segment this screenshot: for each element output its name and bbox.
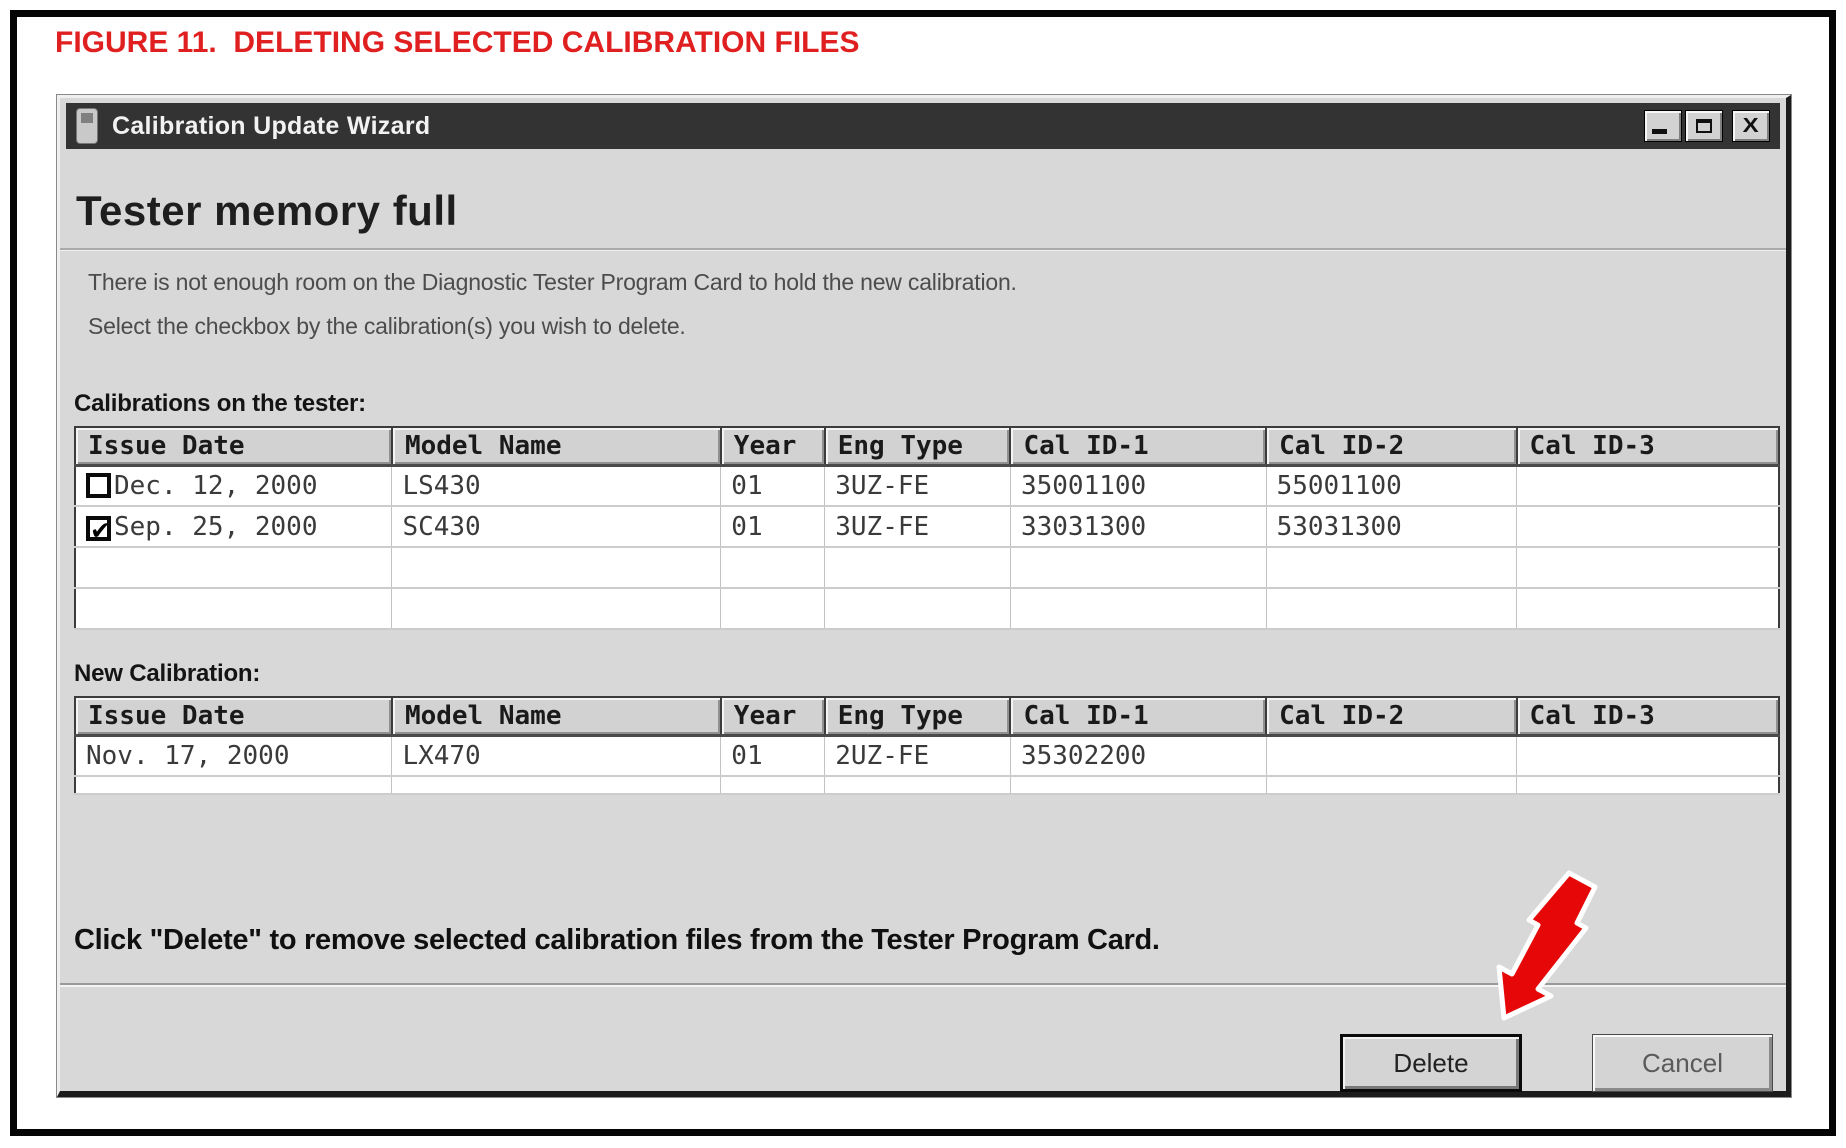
empty-row [75, 547, 1780, 589]
empty-cell [824, 776, 1011, 795]
cell: 35302200 [1010, 735, 1267, 777]
cell: SC430 [391, 506, 722, 548]
close-button[interactable]: X [1732, 110, 1770, 142]
description-line-1: There is not enough room on the Diagnost… [88, 269, 1017, 295]
empty-cell [75, 776, 393, 795]
cell: 55001100 [1266, 465, 1518, 507]
table-row: Dec. 12, 2000 LS430 01 3UZ-FE 35001100 550011… [75, 465, 1780, 507]
empty-cell [75, 547, 393, 589]
window-controls: X [1641, 110, 1770, 142]
cell: Dec. 12, 2000 [75, 465, 393, 507]
cell [1516, 506, 1780, 548]
cell: Nov. 17, 2000 [75, 735, 393, 777]
empty-row [75, 776, 1780, 795]
empty-cell [720, 776, 826, 795]
column-header[interactable]: Cal ID-2 [1266, 697, 1518, 737]
calibration-update-wizard-dialog: Calibration Update Wizard X Tester memor… [56, 94, 1792, 1098]
column-header[interactable]: Cal ID-3 [1516, 427, 1781, 467]
heading-divider [60, 248, 1786, 251]
maximize-button[interactable] [1685, 110, 1723, 142]
empty-cell [1516, 776, 1780, 795]
cell: 3UZ-FE [824, 465, 1011, 507]
empty-cell [824, 547, 1011, 589]
cancel-button[interactable]: Cancel [1592, 1034, 1773, 1092]
instruction-text: Click "Delete" to remove selected calibr… [74, 924, 1160, 956]
column-header[interactable]: Eng Type [824, 697, 1012, 737]
figure-caption: FIGURE 11. DELETING SELECTED CALIBRATION… [55, 26, 860, 59]
empty-cell [75, 588, 393, 630]
delete-button[interactable]: Delete [1340, 1034, 1522, 1092]
minimize-button[interactable] [1644, 110, 1682, 142]
cell: LS430 [391, 465, 722, 507]
window-title: Calibration Update Wizard [112, 111, 431, 140]
column-header[interactable]: Issue Date [75, 427, 393, 467]
header-row: Issue Date Model Name Year Eng Type Cal ID-1… [75, 427, 1781, 467]
button-area-divider [60, 983, 1786, 987]
column-header[interactable]: Cal ID-1 [1010, 697, 1268, 737]
empty-cell [391, 588, 722, 630]
column-header[interactable]: Cal ID-1 [1010, 427, 1268, 467]
cell: 01 [720, 735, 826, 777]
empty-cell [1010, 776, 1267, 795]
column-header[interactable]: Year [720, 697, 826, 737]
empty-cell [720, 588, 826, 630]
row-checkbox-unchecked[interactable] [86, 472, 111, 498]
column-header[interactable]: Cal ID-3 [1516, 697, 1781, 737]
column-header[interactable]: Issue Date [75, 697, 393, 737]
empty-cell [1010, 547, 1267, 589]
empty-cell [824, 588, 1011, 630]
column-header[interactable]: Eng Type [824, 427, 1012, 467]
new-calibration-label: New Calibration: [74, 660, 261, 687]
column-header[interactable]: Year [720, 427, 826, 467]
cell: 33031300 [1010, 506, 1267, 548]
cell: 01 [720, 465, 826, 507]
empty-cell [1010, 588, 1267, 630]
empty-cell [1266, 547, 1518, 589]
column-header[interactable]: Model Name [391, 427, 722, 467]
row-checkbox-checked[interactable]: ✔ [86, 515, 111, 543]
cell: ✔ Sep. 25, 2000 [75, 506, 393, 548]
empty-cell [391, 547, 722, 589]
cell [1516, 465, 1780, 507]
tester-device-icon [76, 108, 98, 144]
cell [1266, 735, 1518, 777]
column-header[interactable]: Cal ID-2 [1266, 427, 1518, 467]
cell [1516, 735, 1780, 777]
empty-cell [1516, 588, 1780, 630]
cell: 01 [720, 506, 826, 548]
empty-row [75, 588, 1780, 630]
cell: 35001100 [1010, 465, 1267, 507]
empty-cell [1516, 547, 1780, 589]
table-row: ✔ Sep. 25, 2000 SC430 01 3UZ-FE 33031300 53031… [75, 506, 1780, 548]
column-header[interactable]: Model Name [391, 697, 722, 737]
tester-calibrations-table: Issue Date Model Name Year Eng Type Cal ID-1… [74, 426, 1781, 630]
new-calibration-table: Issue Date Model Name Year Eng Type Cal ID-1… [74, 696, 1781, 795]
empty-cell [1266, 588, 1518, 630]
cell: 3UZ-FE [824, 506, 1011, 548]
maximize-icon [1696, 119, 1712, 133]
page-title: Tester memory full [76, 187, 458, 234]
empty-cell [391, 776, 722, 795]
cell: 53031300 [1266, 506, 1518, 548]
cell: 2UZ-FE [824, 735, 1011, 777]
cell: LX470 [391, 735, 722, 777]
empty-cell [1266, 776, 1518, 795]
header-row: Issue Date Model Name Year Eng Type Cal ID-1… [75, 697, 1781, 737]
table-row: Nov. 17, 2000 LX470 01 2UZ-FE 35302200 [75, 735, 1780, 777]
empty-cell [720, 547, 826, 589]
tester-calibrations-label: Calibrations on the tester: [74, 390, 366, 417]
close-icon: X [1742, 115, 1760, 137]
description-line-2: Select the checkbox by the calibration(s… [88, 313, 686, 339]
minimize-icon [1652, 129, 1667, 134]
title-bar[interactable]: Calibration Update Wizard X [66, 103, 1780, 149]
